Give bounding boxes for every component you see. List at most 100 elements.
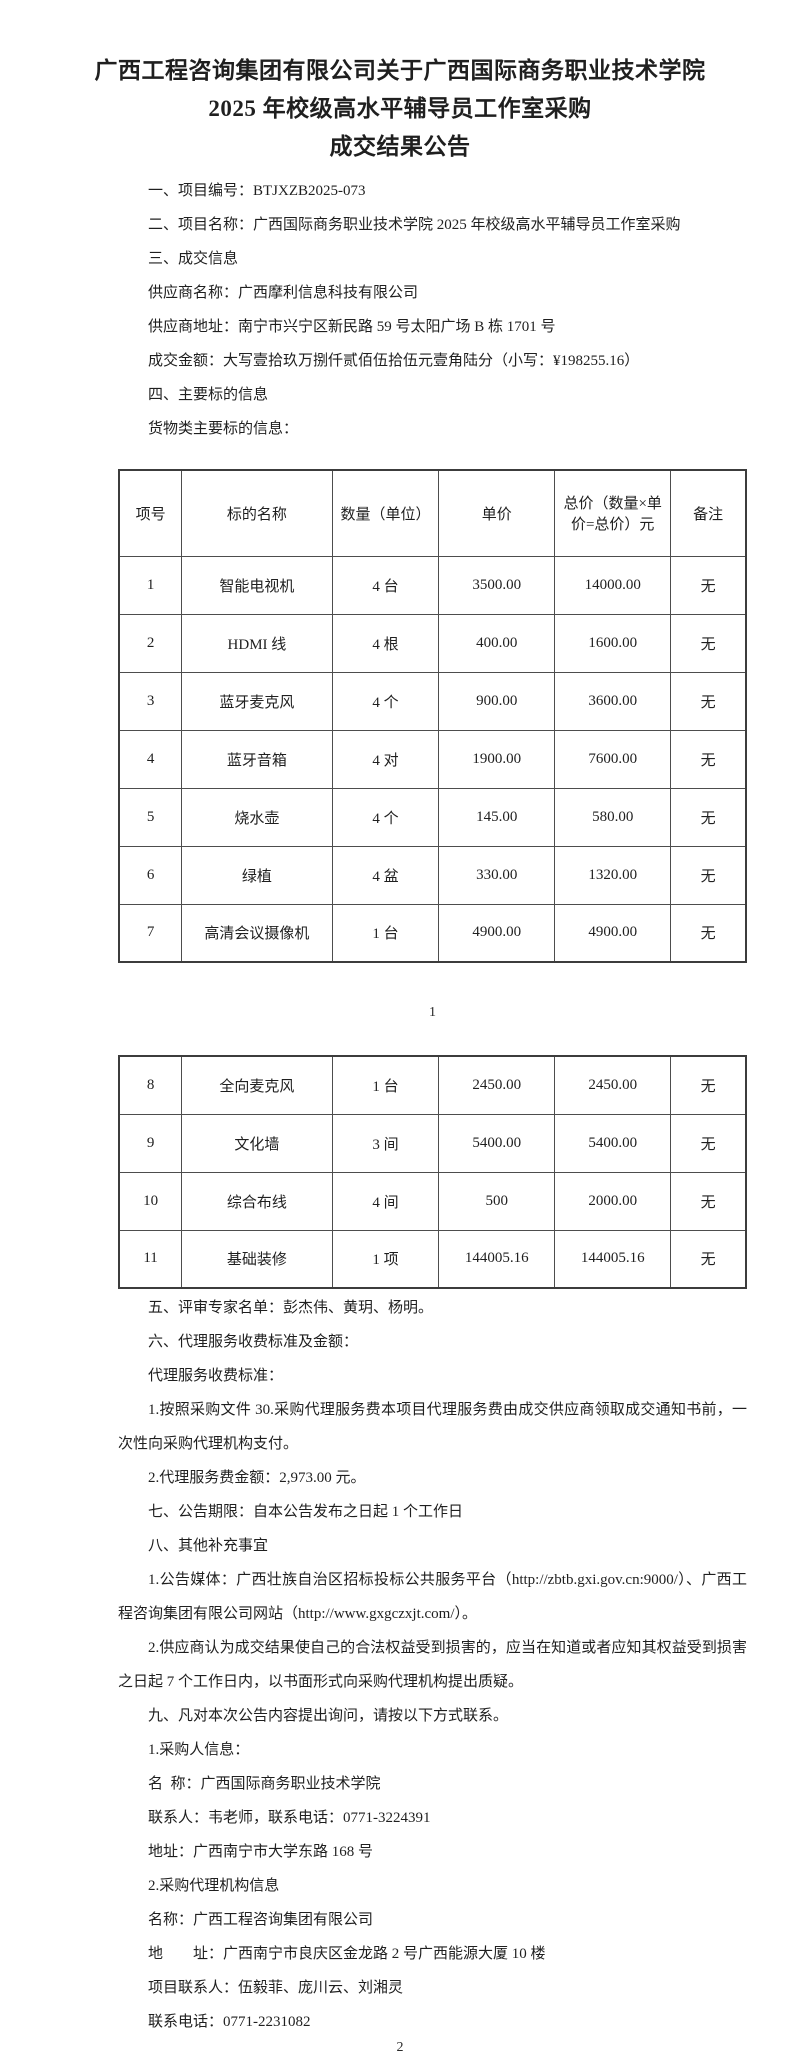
- agency-fee-amount-line: 2.代理服务费金额：2,973.00 元。: [148, 1470, 366, 1486]
- table-cell: 无: [670, 671, 747, 731]
- table-cell: 无: [670, 729, 747, 789]
- main-subject-heading: 四、主要标的信息: [148, 387, 269, 403]
- purchaser-contact-line: 联系人：韦老师，联系电话：0771-3224391: [148, 1810, 431, 1826]
- experts-line: 五、评审专家名单：彭杰伟、黄玥、杨明。: [148, 1300, 434, 1316]
- table-cell: 145.00: [438, 787, 556, 847]
- table-cell: 3500.00: [438, 555, 556, 615]
- table-cell: 400.00: [438, 613, 556, 673]
- supplier-address-line: 供应商地址：南宁市兴宁区新民路 59 号太阳广场 B 栋 1701 号: [148, 319, 556, 335]
- header-total-price: 总价（数量×单价=总价）元: [554, 469, 672, 557]
- table-cell: 2: [118, 613, 183, 673]
- table-cell: 4 个: [331, 671, 440, 731]
- table-cell: 1900.00: [438, 729, 556, 789]
- agency-fee-standard-label: 代理服务收费标准：: [148, 1368, 284, 1384]
- deal-info-heading: 三、成交信息: [148, 251, 239, 267]
- table-cell: 10: [118, 1171, 183, 1231]
- table-cell: 4 根: [331, 613, 440, 673]
- document-title: 广西工程咨询集团有限公司关于广西国际商务职业技术学院 2025 年校级高水平辅导…: [0, 0, 800, 166]
- media-clause-line: 1.公告媒体：广西壮族自治区招标投标公共服务平台（http://zbtb.gxi…: [118, 1572, 747, 1622]
- table-row: 3 蓝牙麦克风 4 个 900.00 3600.00 无: [118, 671, 747, 731]
- table-cell: 1 项: [331, 1229, 440, 1289]
- header-quantity: 数量（单位）: [331, 469, 440, 557]
- table-cell: 无: [670, 1055, 747, 1115]
- table-header-row: 项号 标的名称 数量（单位） 单价 总价（数量×单价=总价）元 备注: [118, 469, 747, 557]
- document-body: 一、项目编号：BTJXZB2025-073 二、项目名称：广西国际商务职业技术学…: [118, 174, 747, 2039]
- page-number-1: 1: [429, 1005, 436, 1020]
- table-cell: 330.00: [438, 845, 556, 905]
- title-line-1: 广西工程咨询集团有限公司关于广西国际商务职业技术学院: [94, 58, 706, 83]
- table-cell: 无: [670, 613, 747, 673]
- table-row: 7 高清会议摄像机 1 台 4900.00 4900.00 无: [118, 903, 747, 963]
- table-cell: 2450.00: [438, 1055, 556, 1115]
- table-cell: 4 个: [331, 787, 440, 847]
- table-cell: 基础装修: [181, 1229, 333, 1289]
- table-cell: 144005.16: [438, 1229, 556, 1289]
- table-cell: 1320.00: [554, 845, 672, 905]
- objection-clause-line: 2.供应商认为成交结果使自己的合法权益受到损害的，应当在知道或者应知其权益受到损…: [118, 1640, 747, 1690]
- table-cell: 7: [118, 903, 183, 963]
- table-cell: 综合布线: [181, 1171, 333, 1231]
- table-cell: 5400.00: [438, 1113, 556, 1173]
- purchaser-name-line: 名 称：广西国际商务职业技术学院: [148, 1776, 381, 1792]
- table-cell: 文化墙: [181, 1113, 333, 1173]
- table-cell: 5400.00: [554, 1113, 672, 1173]
- table-cell: 无: [670, 1229, 747, 1289]
- table-cell: 2450.00: [554, 1055, 672, 1115]
- table-cell: 580.00: [554, 787, 672, 847]
- header-item-no: 项号: [118, 469, 183, 557]
- table-row: 9 文化墙 3 间 5400.00 5400.00 无: [118, 1113, 747, 1173]
- table-cell: 3 间: [331, 1113, 440, 1173]
- header-unit-price: 单价: [438, 469, 556, 557]
- table-row: 11 基础装修 1 项 144005.16 144005.16 无: [118, 1229, 747, 1289]
- table-cell: 无: [670, 1171, 747, 1231]
- purchaser-address-line: 地址：广西南宁市大学东路 168 号: [148, 1844, 374, 1860]
- table-row: 6 绿植 4 盆 330.00 1320.00 无: [118, 845, 747, 905]
- table-cell: 3: [118, 671, 183, 731]
- table-cell: 3600.00: [554, 671, 672, 731]
- page-number-2: 2: [396, 2040, 404, 2055]
- table-cell: 全向麦克风: [181, 1055, 333, 1115]
- table-cell: 4900.00: [438, 903, 556, 963]
- table-cell: 智能电视机: [181, 555, 333, 615]
- table-cell: 2000.00: [554, 1171, 672, 1231]
- table-cell: 1 台: [331, 1055, 440, 1115]
- table-cell: 4: [118, 729, 183, 789]
- table-cell: 900.00: [438, 671, 556, 731]
- table-cell: 4 对: [331, 729, 440, 789]
- table-row: 5 烧水壶 4 个 145.00 580.00 无: [118, 787, 747, 847]
- table-cell: 4 间: [331, 1171, 440, 1231]
- header-remark: 备注: [670, 469, 747, 557]
- table-cell: 无: [670, 903, 747, 963]
- agency-fee-clause-1: 1.按照采购文件 30.采购代理服务费本项目代理服务费由成交供应商领取成交通知书…: [118, 1402, 747, 1452]
- table-cell: 无: [670, 1113, 747, 1173]
- goods-table-page1: 项号 标的名称 数量（单位） 单价 总价（数量×单价=总价）元 备注 1 智能电视…: [118, 469, 747, 963]
- table-cell: 9: [118, 1113, 183, 1173]
- title-line-2: 2025 年校级高水平辅导员工作室采购: [208, 96, 592, 121]
- table-cell: 1 台: [331, 903, 440, 963]
- agency-info-heading: 2.采购代理机构信息: [148, 1878, 280, 1894]
- table-cell: 4 盆: [331, 845, 440, 905]
- title-line-3: 成交结果公告: [329, 134, 471, 159]
- table-cell: 高清会议摄像机: [181, 903, 333, 963]
- project-number-line: 一、项目编号：BTJXZB2025-073: [148, 183, 366, 199]
- table-cell: 1600.00: [554, 613, 672, 673]
- announcement-period-line: 七、公告期限：自本公告发布之日起 1 个工作日: [148, 1504, 464, 1520]
- table-cell: 蓝牙音箱: [181, 729, 333, 789]
- table-row: 10 综合布线 4 间 500 2000.00 无: [118, 1171, 747, 1231]
- table-cell: HDMI 线: [181, 613, 333, 673]
- table-cell: 4900.00: [554, 903, 672, 963]
- deal-amount-line: 成交金额：大写壹拾玖万捌仟贰佰伍拾伍元壹角陆分（小写：¥198255.16）: [148, 353, 640, 369]
- agency-contacts-line: 项目联系人：伍毅菲、庞川云、刘湘灵: [148, 1980, 404, 1996]
- agency-phone-line: 联系电话：0771-2231082: [148, 2014, 311, 2030]
- other-matters-heading: 八、其他补充事宜: [148, 1538, 269, 1554]
- table-cell: 绿植: [181, 845, 333, 905]
- table-row: 8 全向麦克风 1 台 2450.00 2450.00 无: [118, 1055, 747, 1115]
- table-cell: 无: [670, 555, 747, 615]
- table-cell: 6: [118, 845, 183, 905]
- table-cell: 烧水壶: [181, 787, 333, 847]
- purchaser-heading: 1.采购人信息：: [148, 1742, 250, 1758]
- table-cell: 8: [118, 1055, 183, 1115]
- contact-heading: 九、凡对本次公告内容提出询问，请按以下方式联系。: [148, 1708, 509, 1724]
- table-cell: 7600.00: [554, 729, 672, 789]
